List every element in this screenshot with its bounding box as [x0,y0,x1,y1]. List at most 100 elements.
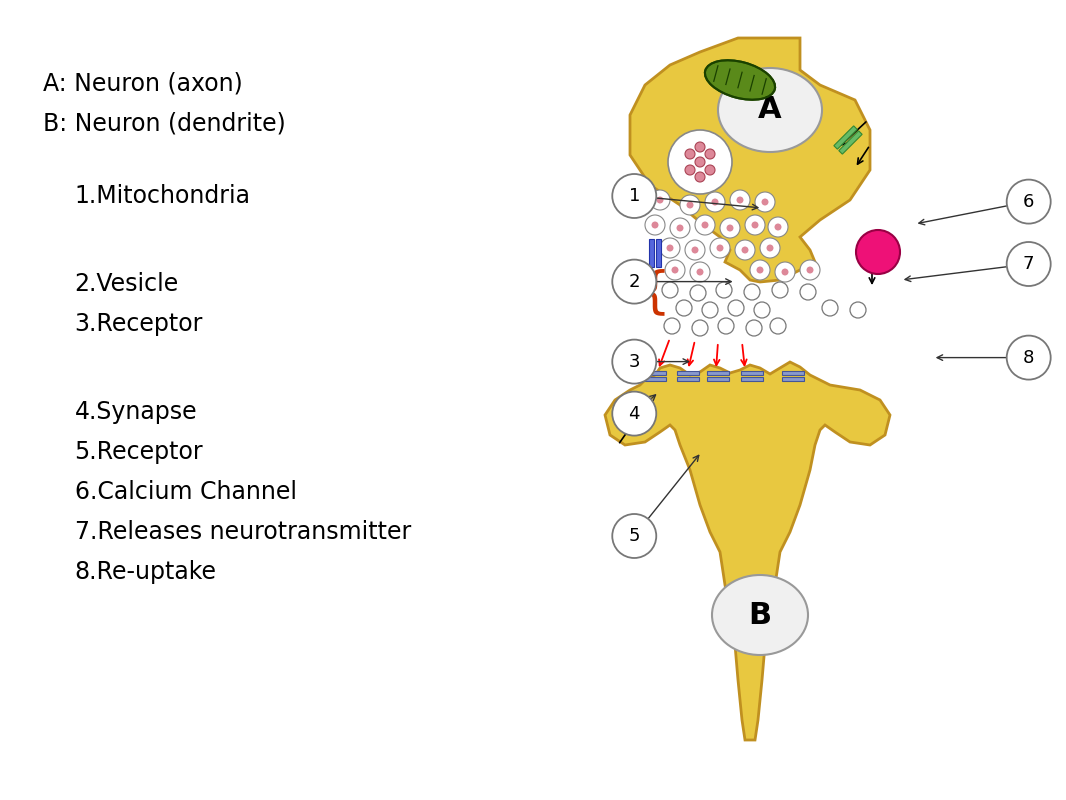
Circle shape [728,300,744,316]
Circle shape [685,240,705,260]
Circle shape [612,392,657,435]
Circle shape [612,174,657,218]
Circle shape [730,190,750,210]
Circle shape [705,149,715,159]
Circle shape [716,245,724,251]
Circle shape [1006,180,1051,223]
Text: A: A [758,95,781,125]
Circle shape [752,222,759,229]
Circle shape [746,320,762,336]
Circle shape [710,238,730,258]
Circle shape [666,245,674,251]
Text: 5.Receptor: 5.Receptor [75,440,204,464]
Polygon shape [707,371,729,375]
Circle shape [742,246,748,254]
Ellipse shape [705,60,775,100]
Circle shape [734,240,755,260]
Polygon shape [677,371,699,375]
Circle shape [680,195,700,215]
Text: 8.Re-uptake: 8.Re-uptake [75,560,216,584]
Circle shape [775,223,781,230]
Circle shape [745,215,765,235]
Circle shape [781,269,789,275]
Circle shape [612,339,657,383]
Circle shape [687,202,694,209]
Polygon shape [644,371,666,375]
Circle shape [695,157,705,167]
Circle shape [645,215,665,235]
Text: 2.Vesicle: 2.Vesicle [75,272,179,296]
Ellipse shape [718,68,822,152]
Polygon shape [741,377,763,381]
Circle shape [695,142,705,152]
Circle shape [612,514,657,558]
Circle shape [650,190,671,210]
Circle shape [662,282,678,298]
Circle shape [716,282,732,298]
Circle shape [800,260,820,280]
Circle shape [692,320,708,336]
Circle shape [850,302,866,318]
Text: 5: 5 [629,527,640,545]
Circle shape [660,238,680,258]
Circle shape [718,318,734,334]
Circle shape [685,165,695,175]
Circle shape [1006,336,1051,379]
Polygon shape [839,131,862,154]
Circle shape [800,284,815,300]
Circle shape [720,218,740,238]
Circle shape [695,215,715,235]
Polygon shape [677,377,699,381]
Text: B: B [748,601,772,630]
Text: 4: 4 [629,405,640,422]
Circle shape [690,262,710,282]
Polygon shape [834,126,857,149]
Circle shape [695,172,705,182]
Circle shape [676,300,692,316]
Polygon shape [605,362,890,740]
Polygon shape [707,377,729,381]
Polygon shape [782,377,804,381]
Circle shape [672,266,678,274]
Circle shape [772,282,788,298]
Circle shape [671,218,690,238]
Circle shape [760,238,780,258]
Text: 1.Mitochondria: 1.Mitochondria [75,184,251,208]
Circle shape [668,130,732,194]
Text: 6.Calcium Channel: 6.Calcium Channel [75,480,296,504]
Circle shape [705,192,725,212]
Circle shape [761,198,769,206]
Circle shape [701,222,709,229]
Circle shape [664,318,680,334]
Circle shape [775,262,795,282]
Circle shape [750,260,770,280]
Text: 7.Releases neurotransmitter: 7.Releases neurotransmitter [75,520,410,544]
Circle shape [1006,242,1051,286]
Circle shape [744,284,760,300]
Circle shape [690,285,706,301]
Circle shape [755,192,775,212]
Polygon shape [782,371,804,375]
Circle shape [702,302,718,318]
Ellipse shape [712,575,808,655]
Polygon shape [741,371,763,375]
Circle shape [711,198,718,206]
Circle shape [770,318,786,334]
Circle shape [696,269,704,275]
Text: A: Neuron (axon): A: Neuron (axon) [43,72,242,96]
Polygon shape [649,239,655,267]
Circle shape [651,222,659,229]
Text: 2: 2 [629,273,640,290]
Circle shape [657,197,663,203]
Text: 8: 8 [1023,349,1034,366]
Text: 3: 3 [629,353,640,370]
Circle shape [856,230,900,274]
Circle shape [757,266,763,274]
Circle shape [685,149,695,159]
Text: 6: 6 [1023,193,1034,210]
Circle shape [766,245,774,251]
Circle shape [677,225,683,231]
Circle shape [768,217,788,237]
Circle shape [665,260,685,280]
Text: 7: 7 [1023,255,1034,273]
